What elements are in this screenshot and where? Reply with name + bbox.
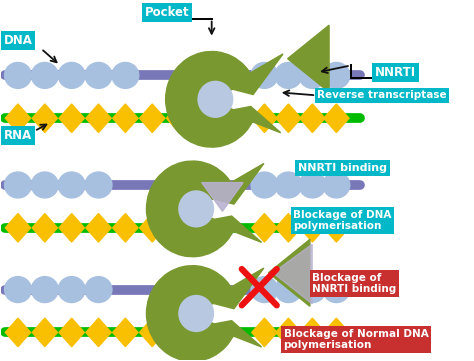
Text: Pocket: Pocket [145,6,189,19]
Polygon shape [5,318,31,347]
Text: Reverse transcriptase: Reverse transcriptase [317,90,447,100]
Polygon shape [252,104,277,132]
Polygon shape [193,104,219,132]
Polygon shape [32,214,57,242]
Polygon shape [276,318,301,347]
Ellipse shape [85,62,112,88]
Polygon shape [59,104,84,132]
Wedge shape [146,266,234,361]
Ellipse shape [275,62,302,88]
Polygon shape [206,268,264,309]
Polygon shape [206,216,262,242]
Polygon shape [113,318,138,347]
Ellipse shape [251,62,278,88]
Ellipse shape [5,62,31,88]
Wedge shape [146,161,234,257]
Ellipse shape [112,62,139,88]
Polygon shape [113,104,138,132]
Polygon shape [324,214,349,242]
Polygon shape [226,106,281,133]
Text: Blockage of Normal DNA
polymerisation: Blockage of Normal DNA polymerisation [283,329,428,350]
Polygon shape [113,214,138,242]
Polygon shape [300,214,325,242]
Polygon shape [166,318,192,347]
Ellipse shape [58,172,85,198]
Ellipse shape [275,277,302,303]
Polygon shape [32,104,57,132]
Polygon shape [202,183,243,211]
Ellipse shape [5,172,31,198]
Polygon shape [252,214,277,242]
Polygon shape [252,318,277,347]
Polygon shape [32,318,57,347]
Ellipse shape [323,62,350,88]
Ellipse shape [85,277,112,303]
Polygon shape [139,104,165,132]
Ellipse shape [31,62,58,88]
Ellipse shape [179,191,213,227]
Ellipse shape [198,81,233,117]
Polygon shape [276,104,301,132]
Polygon shape [300,104,325,132]
Polygon shape [276,214,301,242]
Ellipse shape [5,277,31,303]
Ellipse shape [251,277,278,303]
Text: DNA: DNA [4,34,32,47]
Polygon shape [139,318,165,347]
Polygon shape [226,54,283,95]
Ellipse shape [251,172,278,198]
Wedge shape [165,52,254,147]
Ellipse shape [299,172,326,198]
Polygon shape [139,214,165,242]
Polygon shape [59,318,84,347]
Polygon shape [268,239,310,306]
Polygon shape [5,214,31,242]
Polygon shape [86,104,111,132]
Polygon shape [300,318,325,347]
Ellipse shape [179,296,213,331]
Polygon shape [86,318,111,347]
Ellipse shape [31,277,58,303]
Ellipse shape [58,62,85,88]
Text: NNRTI binding: NNRTI binding [298,163,387,173]
Text: RNA: RNA [4,129,32,142]
Polygon shape [324,318,349,347]
Ellipse shape [323,277,350,303]
Polygon shape [166,214,192,242]
Polygon shape [206,321,262,347]
Polygon shape [5,104,31,132]
Ellipse shape [323,172,350,198]
Ellipse shape [31,172,58,198]
Ellipse shape [85,172,112,198]
Text: Blockage of
NNRTI binding: Blockage of NNRTI binding [312,273,397,295]
Polygon shape [59,214,84,242]
Polygon shape [324,104,349,132]
Text: Blockage of DNA
polymerisation: Blockage of DNA polymerisation [293,210,392,231]
Ellipse shape [299,62,326,88]
Polygon shape [206,164,264,204]
Polygon shape [166,104,192,132]
Ellipse shape [275,172,302,198]
Polygon shape [86,214,111,242]
Ellipse shape [58,277,85,303]
Polygon shape [273,244,312,304]
Text: NNRTI: NNRTI [375,66,416,79]
Ellipse shape [299,277,326,303]
Polygon shape [288,25,329,92]
